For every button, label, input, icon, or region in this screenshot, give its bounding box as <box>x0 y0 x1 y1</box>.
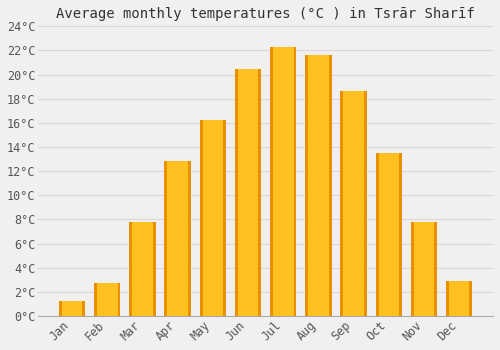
Bar <box>130 222 156 316</box>
Bar <box>305 55 332 316</box>
Bar <box>446 281 472 316</box>
Bar <box>164 161 191 316</box>
Bar <box>414 222 434 316</box>
Bar <box>202 120 223 316</box>
Bar <box>168 161 188 316</box>
Bar <box>308 55 328 316</box>
Bar <box>411 222 437 316</box>
Bar <box>59 301 86 316</box>
Bar <box>270 47 296 316</box>
Bar <box>97 284 117 316</box>
Bar <box>62 301 82 316</box>
Bar <box>200 120 226 316</box>
Bar <box>449 281 469 316</box>
Bar <box>235 69 261 316</box>
Bar <box>376 153 402 316</box>
Bar <box>132 222 153 316</box>
Bar <box>340 91 367 316</box>
Bar <box>273 47 293 316</box>
Bar <box>344 91 364 316</box>
Bar <box>238 69 258 316</box>
Bar <box>94 284 120 316</box>
Title: Average monthly temperatures (°C ) in Tsrār Sharīf: Average monthly temperatures (°C ) in Ts… <box>56 7 475 21</box>
Bar <box>378 153 399 316</box>
